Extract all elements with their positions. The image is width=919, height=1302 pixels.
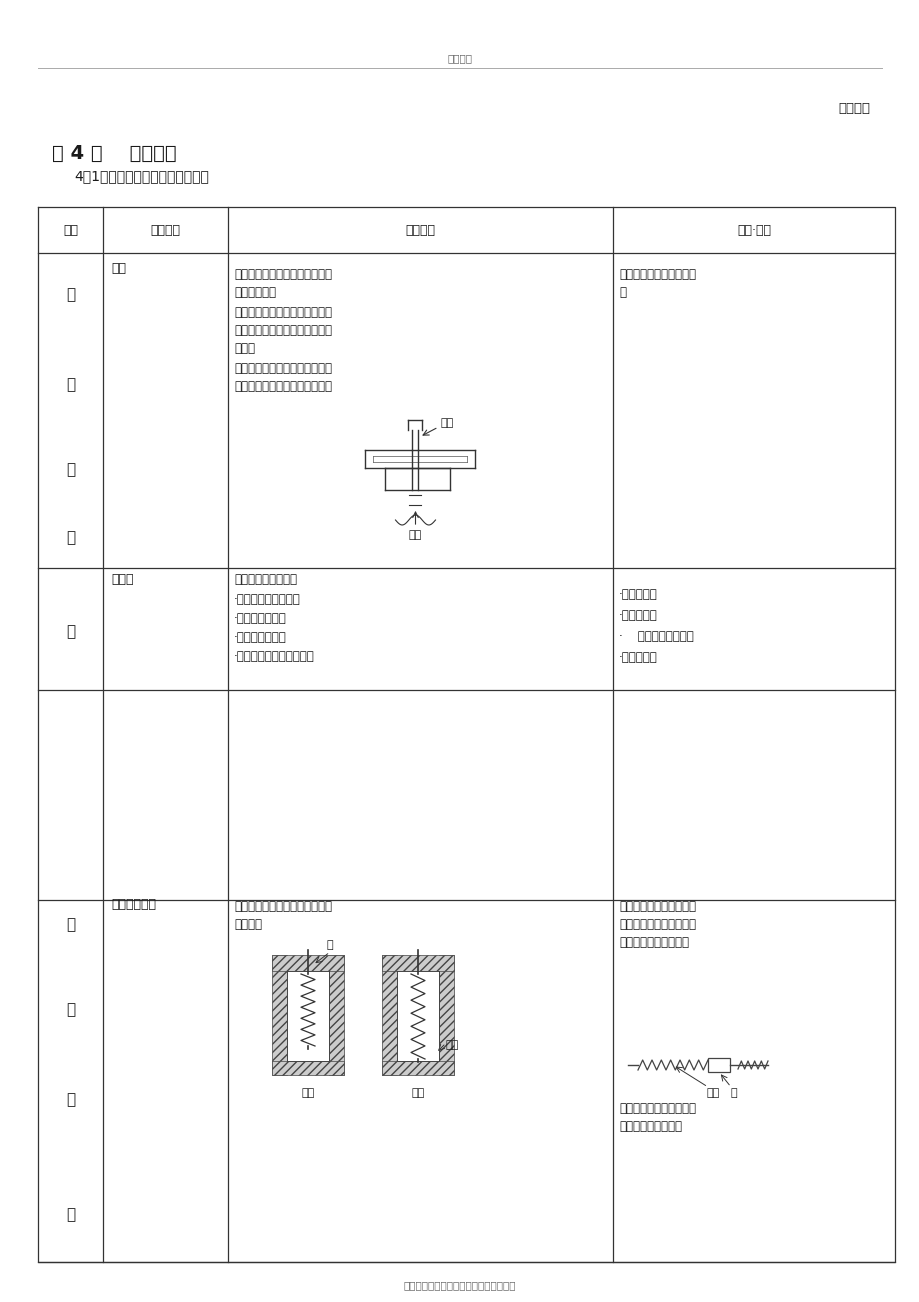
Text: 加: 加 bbox=[66, 625, 75, 639]
Text: 夹具: 夹具 bbox=[446, 1040, 459, 1049]
Text: 位置的设定为能旋转盖，: 位置的设定为能旋转盖， bbox=[618, 1101, 696, 1115]
Text: 不正常状态时，要调整盖: 不正常状态时，要调整盖 bbox=[618, 900, 696, 913]
Text: 精品文档: 精品文档 bbox=[447, 53, 472, 62]
Text: 制: 制 bbox=[66, 1092, 75, 1108]
Text: 使其在弹簧上移动。: 使其在弹簧上移动。 bbox=[618, 1120, 681, 1133]
Bar bbox=[287, 971, 329, 1061]
Bar bbox=[272, 1061, 344, 1075]
Text: 的位置，使热电偶的顶端: 的位置，使热电偶的顶端 bbox=[618, 918, 696, 931]
Text: 和顶出模板的旋入部有否间隙。: 和顶出模板的旋入部有否间隙。 bbox=[233, 380, 332, 393]
Text: 项目: 项目 bbox=[62, 224, 78, 237]
Text: 第 4 章    定期检查: 第 4 章 定期检查 bbox=[52, 143, 176, 163]
Text: 能接触到料筒的底部。: 能接触到料筒的底部。 bbox=[618, 936, 688, 948]
Text: 弹簧: 弹簧 bbox=[706, 1088, 719, 1098]
Text: 检查方法: 检查方法 bbox=[405, 224, 435, 237]
Text: 在模具不拆下的状态，检查顶杆: 在模具不拆下的状态，检查顶杆 bbox=[233, 362, 332, 375]
Text: 查顶杆不高于移动模板的模具装: 查顶杆不高于移动模板的模具装 bbox=[233, 324, 332, 337]
Text: 目视检查下述项目。: 目视检查下述项目。 bbox=[233, 573, 297, 586]
Text: 在拆下模具的状态下，按下述方: 在拆下模具的状态下，按下述方 bbox=[233, 268, 332, 281]
Text: 筒底部。: 筒底部。 bbox=[233, 918, 262, 931]
Text: 异常: 异常 bbox=[301, 1088, 314, 1098]
Text: ·拧紧螺栓。: ·拧紧螺栓。 bbox=[618, 589, 657, 602]
Text: 顶杆松动时要用扳手拧紧: 顶杆松动时要用扳手拧紧 bbox=[618, 268, 696, 281]
Text: 顶: 顶 bbox=[66, 288, 75, 302]
Text: ·拧紧端子。: ·拧紧端子。 bbox=[618, 651, 657, 664]
Text: 确认·处理: 确认·处理 bbox=[736, 224, 770, 237]
Bar bbox=[397, 971, 438, 1061]
Text: 电热圈: 电热圈 bbox=[111, 573, 133, 586]
Text: ·    调换成新的导线。: · 调换成新的导线。 bbox=[618, 630, 693, 643]
Text: 顶杆: 顶杆 bbox=[111, 262, 126, 275]
Text: 检查热电偶的顶端是否接触到料: 检查热电偶的顶端是否接触到料 bbox=[233, 900, 332, 913]
Text: 热电偶的插入: 热电偶的插入 bbox=[111, 898, 156, 911]
Text: 顶杆: 顶杆 bbox=[440, 418, 453, 428]
Text: 配面。: 配面。 bbox=[233, 342, 255, 355]
Text: 置: 置 bbox=[66, 530, 75, 546]
Text: 盖: 盖 bbox=[730, 1088, 736, 1098]
Bar bbox=[272, 954, 287, 1075]
Text: 4－1．每周（１５０Ｈ）检查一次: 4－1．每周（１５０Ｈ）检查一次 bbox=[74, 169, 209, 184]
Text: 法进行检查。: 法进行检查。 bbox=[233, 286, 276, 299]
Bar bbox=[438, 954, 453, 1075]
Text: ·是否粘有树脂。: ·是否粘有树脂。 bbox=[233, 612, 287, 625]
Text: 在顶出模板处于后退限位时，检: 在顶出模板处于后退限位时，检 bbox=[233, 306, 332, 319]
Text: ·除去树脂。: ·除去树脂。 bbox=[618, 609, 657, 622]
Text: 收集于网络，如有侵权请联系管理员删除: 收集于网络，如有侵权请联系管理员删除 bbox=[403, 1280, 516, 1290]
Text: 间隙: 间隙 bbox=[408, 530, 422, 540]
Text: ·安装螺栓有否松动。: ·安装螺栓有否松动。 bbox=[233, 594, 301, 607]
Text: 部: 部 bbox=[66, 1207, 75, 1223]
Bar bbox=[272, 954, 344, 971]
Text: 热: 热 bbox=[66, 918, 75, 932]
Text: 盖: 盖 bbox=[326, 940, 333, 950]
Bar bbox=[381, 1061, 453, 1075]
Bar bbox=[708, 1059, 729, 1072]
Text: 定期检查: 定期检查 bbox=[837, 102, 869, 115]
Bar bbox=[381, 954, 453, 971]
Text: ·导线有否破损。: ·导线有否破损。 bbox=[233, 631, 287, 644]
Bar bbox=[381, 954, 397, 1075]
Bar bbox=[329, 954, 344, 1075]
Text: 。: 。 bbox=[618, 286, 625, 299]
Text: ·导线连接端子有否松动。: ·导线连接端子有否松动。 bbox=[233, 651, 314, 664]
Text: 正常: 正常 bbox=[411, 1088, 425, 1098]
Text: 控: 控 bbox=[66, 1003, 75, 1017]
Text: 出: 出 bbox=[66, 378, 75, 392]
Text: 检查部位: 检查部位 bbox=[151, 224, 180, 237]
Text: 装: 装 bbox=[66, 462, 75, 478]
